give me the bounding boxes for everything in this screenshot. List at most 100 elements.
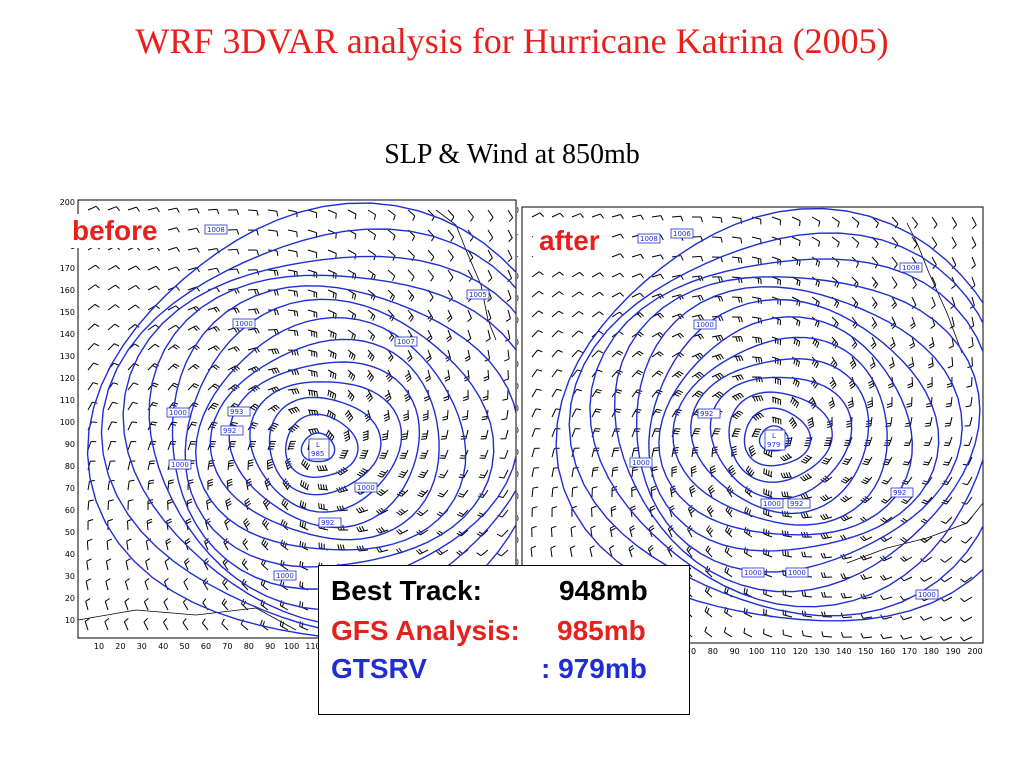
svg-text:1000: 1000 (169, 409, 187, 417)
wind-barb (591, 311, 604, 318)
wind-barb (127, 285, 140, 291)
wind-barb (831, 216, 840, 228)
after-label: after (533, 224, 606, 258)
wind-barb (381, 429, 389, 441)
wind-barb (467, 269, 473, 282)
wind-barb (840, 495, 853, 503)
wind-barb (407, 289, 415, 302)
wind-barb (86, 538, 93, 551)
y-tick-label: 50 (517, 536, 519, 545)
wind-barb (166, 518, 172, 531)
svg-text:992: 992 (700, 410, 713, 418)
wind-barb (362, 429, 369, 441)
wind-barb (397, 469, 409, 478)
wind-barb (711, 216, 723, 223)
wind-barb (851, 216, 860, 228)
wind-barb (531, 349, 543, 358)
wind-barb (849, 356, 857, 369)
wind-barb (551, 369, 563, 378)
wind-barb (482, 389, 489, 401)
wind-barb (437, 489, 449, 498)
wind-barb (127, 206, 140, 212)
wind-barb (316, 465, 329, 472)
wind-barb (909, 336, 916, 349)
svg-text:992: 992 (321, 519, 334, 527)
wind-barb (971, 216, 977, 229)
wind-barb (436, 549, 449, 556)
wind-barb (500, 429, 509, 440)
isobar-label: 1000 (168, 459, 192, 470)
wind-barb (104, 598, 110, 611)
wind-barb (791, 236, 801, 247)
x-tick-label: 20 (115, 642, 125, 651)
wind-barb (105, 558, 112, 571)
y-tick-label: 160 (60, 286, 75, 295)
wind-barb (167, 266, 180, 272)
y-tick-label: 140 (517, 338, 519, 347)
wind-barb (820, 572, 833, 578)
wind-barb (651, 215, 664, 221)
wind-barb (299, 520, 309, 531)
wind-barb (691, 294, 704, 301)
wind-barb (222, 578, 229, 591)
x-tick-label: 80 (708, 647, 718, 655)
svg-text:1008: 1008 (207, 226, 225, 234)
wind-barb (347, 349, 356, 361)
wind-barb (143, 597, 149, 611)
wind-barb (960, 576, 973, 583)
wind-barb (507, 269, 512, 283)
wind-barb (347, 289, 357, 300)
wind-barb (207, 267, 220, 274)
wind-barb (327, 329, 337, 340)
x-tick-label: 160 (880, 647, 895, 655)
wind-barb (267, 269, 279, 276)
wind-barb (771, 396, 782, 405)
wind-barb (419, 449, 429, 459)
wind-barb (287, 388, 300, 395)
wind-barb (871, 276, 879, 289)
wind-barb (307, 389, 318, 397)
wind-barb (127, 479, 135, 491)
wind-barb (318, 503, 329, 511)
wind-barb (931, 236, 938, 249)
wind-barb (241, 558, 249, 571)
wind-barb (307, 269, 318, 278)
wind-barb (145, 558, 151, 571)
wind-barb (85, 578, 92, 591)
wind-barb (591, 505, 597, 518)
isobar (568, 232, 983, 617)
wind-barb (771, 376, 782, 386)
wind-barb (287, 289, 299, 297)
wind-barb (427, 269, 434, 282)
y-tick-label: 10 (65, 616, 75, 625)
wind-barb (86, 558, 92, 571)
wind-barb (847, 396, 854, 409)
isobar-label: 1000 (760, 498, 784, 509)
wind-barb (943, 436, 953, 446)
wind-barb (771, 276, 781, 286)
wind-barb (85, 598, 91, 611)
wind-barb (505, 309, 511, 322)
wind-barb (406, 349, 413, 362)
wind-barb (867, 376, 875, 389)
wind-barb (187, 440, 197, 451)
y-tick-label: 100 (60, 418, 75, 427)
wind-barb (317, 483, 329, 491)
wind-barb (202, 578, 209, 591)
x-tick-label: 40 (158, 642, 168, 651)
wind-barb (731, 256, 743, 264)
wind-barb (147, 382, 159, 391)
wind-barb (671, 465, 678, 478)
before-analysis-panel: 1008 1005 1000 1007 1000 993 992 1000 992 1000 100… (56, 190, 518, 654)
wind-barb (480, 429, 489, 440)
wind-barb (629, 525, 636, 538)
wind-barb (851, 336, 858, 349)
wind-barb (187, 383, 200, 391)
wind-barb (107, 206, 120, 212)
wind-barb (570, 525, 577, 538)
wind-barb (201, 618, 209, 631)
wind-barb (571, 486, 578, 498)
wind-barb (499, 449, 509, 459)
wind-barb (247, 288, 260, 295)
wind-barb (396, 528, 409, 535)
